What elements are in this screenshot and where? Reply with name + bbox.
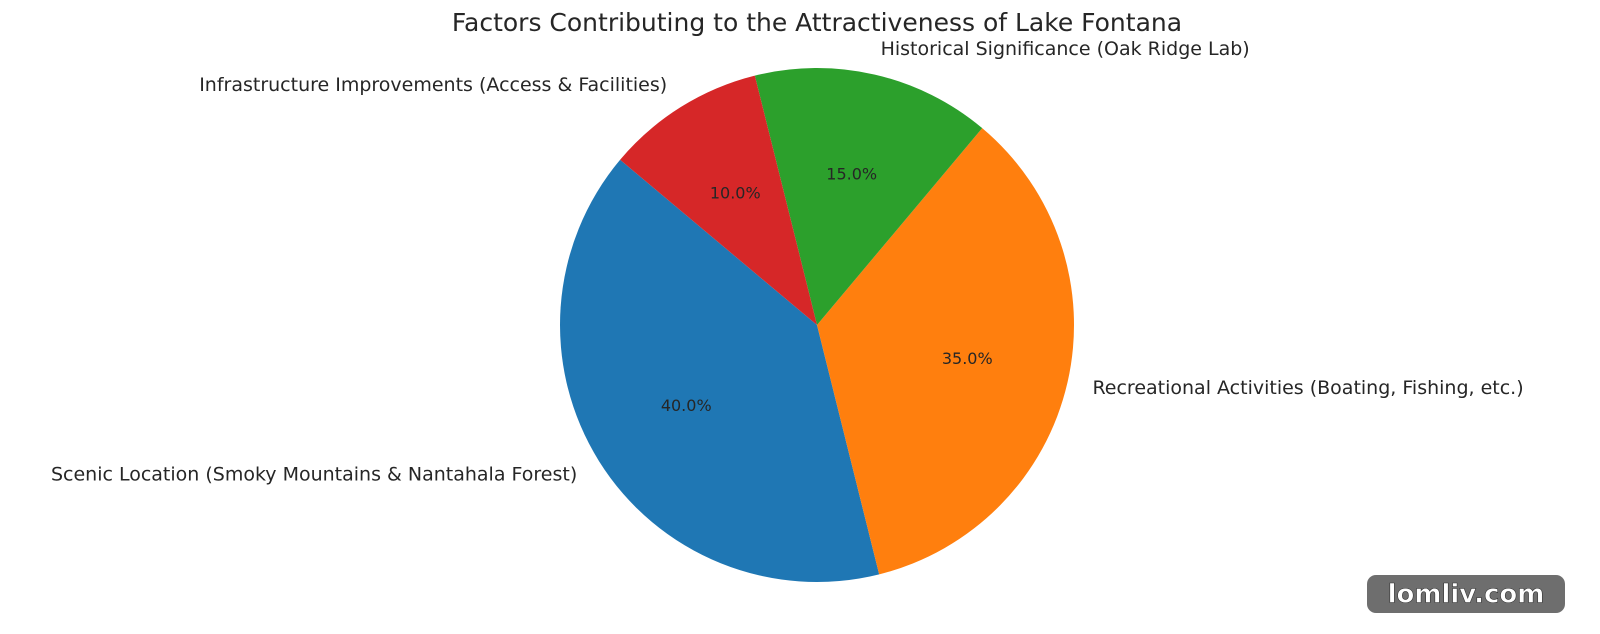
percent-label: 40.0% (661, 396, 712, 415)
pie-slice (817, 128, 1074, 575)
slice-label: Recreational Activities (Boating, Fishin… (1092, 377, 1523, 399)
watermark: lomliv.com (1388, 580, 1545, 610)
slice-label: Infrastructure Improvements (Access & Fa… (199, 74, 667, 96)
chart-title: Factors Contributing to the Attractivene… (452, 8, 1182, 37)
slice-label: Historical Significance (Oak Ridge Lab) (881, 38, 1250, 60)
watermark-badge: lomliv.com (1367, 575, 1565, 613)
percent-label: 15.0% (826, 164, 877, 183)
pie-slice (559, 159, 880, 583)
slice-label: Scenic Location (Smoky Mountains & Nanta… (51, 463, 577, 485)
pie-slice (620, 75, 817, 325)
percent-label: 35.0% (942, 349, 993, 368)
pie-slice (754, 67, 983, 325)
watermark-bg (1367, 575, 1565, 613)
percent-label: 10.0% (710, 184, 761, 203)
